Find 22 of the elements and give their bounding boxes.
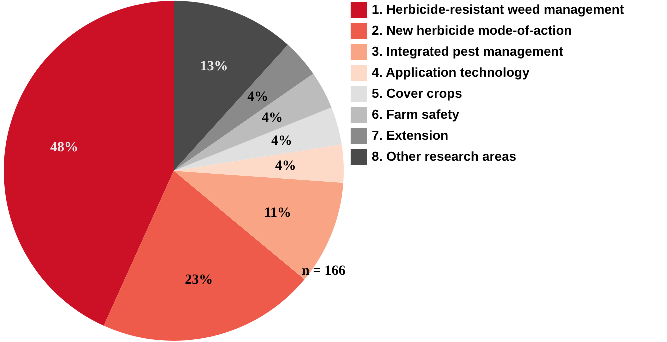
data-label: 11% xyxy=(264,206,292,221)
legend-label: 4. Application technology xyxy=(372,65,530,80)
data-label: 4% xyxy=(248,90,269,106)
data-label: 4% xyxy=(262,110,284,126)
data-label: 13% xyxy=(200,59,228,74)
legend-label: 1. Herbicide-resistant weed management xyxy=(372,2,625,17)
legend-label: 3. Integrated pest management xyxy=(372,44,564,59)
data-label: 23% xyxy=(185,273,214,288)
pie-slice xyxy=(4,1,174,326)
pie-slice xyxy=(174,108,342,171)
pie-slice xyxy=(174,44,314,171)
legend-label: 5. Cover crops xyxy=(372,86,462,101)
legend-label: 7. Extension xyxy=(372,128,449,143)
legend-label: 6. Farm safety xyxy=(372,107,460,122)
pie-slice xyxy=(174,74,332,171)
data-label: 4% xyxy=(275,159,296,174)
text: n = 166 xyxy=(302,264,346,279)
pie-slice xyxy=(174,144,344,184)
legend-label: 2. New herbicide mode-of-action xyxy=(372,23,572,38)
data-label: 48% xyxy=(50,140,79,156)
legend-label: 8. Other research areas xyxy=(372,149,517,164)
data-label: 4% xyxy=(271,134,292,150)
